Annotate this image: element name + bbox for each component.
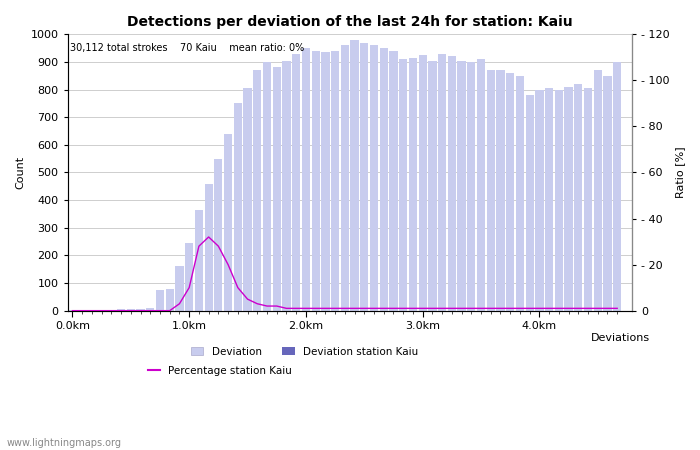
Bar xyxy=(506,73,514,310)
Bar xyxy=(554,90,563,310)
Bar xyxy=(224,134,232,310)
Bar xyxy=(146,308,155,310)
Bar xyxy=(117,309,125,310)
Bar xyxy=(564,87,573,310)
Bar xyxy=(282,61,290,310)
Bar xyxy=(603,76,612,310)
Y-axis label: Count: Count xyxy=(15,156,25,189)
Bar xyxy=(438,54,446,310)
Bar xyxy=(399,59,407,310)
Bar xyxy=(302,48,310,310)
Bar xyxy=(195,210,203,310)
Bar xyxy=(536,90,543,310)
Bar xyxy=(613,62,622,310)
Bar xyxy=(234,104,242,310)
Title: Detections per deviation of the last 24h for station: Kaiu: Detections per deviation of the last 24h… xyxy=(127,15,573,29)
Bar xyxy=(448,56,456,310)
Bar xyxy=(175,266,183,310)
Bar xyxy=(486,70,495,310)
Bar xyxy=(379,48,388,310)
Bar xyxy=(312,51,320,310)
Bar xyxy=(136,309,145,310)
Bar xyxy=(292,54,300,310)
Bar xyxy=(370,45,378,310)
Bar xyxy=(166,288,174,310)
Bar xyxy=(409,58,417,310)
Bar xyxy=(321,52,330,310)
Bar xyxy=(331,51,340,310)
Bar xyxy=(467,62,475,310)
Bar xyxy=(477,59,485,310)
Bar xyxy=(272,68,281,310)
Bar xyxy=(419,55,427,310)
Legend: Percentage station Kaiu: Percentage station Kaiu xyxy=(144,362,296,380)
Bar xyxy=(244,88,252,310)
Bar xyxy=(574,84,582,310)
Bar xyxy=(584,88,592,310)
Y-axis label: Ratio [%]: Ratio [%] xyxy=(675,147,685,198)
Bar xyxy=(526,95,534,310)
Bar xyxy=(545,88,553,310)
Bar xyxy=(360,43,368,310)
Bar xyxy=(253,70,261,310)
Bar xyxy=(594,70,602,310)
Bar xyxy=(496,70,505,310)
Bar xyxy=(351,40,358,310)
Bar xyxy=(185,243,193,310)
Bar xyxy=(156,290,164,310)
Bar xyxy=(214,159,223,310)
Bar xyxy=(516,76,524,310)
X-axis label: Deviations: Deviations xyxy=(591,333,650,343)
Bar xyxy=(341,45,349,310)
Text: 30,112 total strokes    70 Kaiu    mean ratio: 0%: 30,112 total strokes 70 Kaiu mean ratio:… xyxy=(71,43,304,53)
Bar xyxy=(428,61,437,310)
Bar xyxy=(127,309,135,310)
Bar xyxy=(263,62,271,310)
Bar xyxy=(389,51,398,310)
Bar xyxy=(204,184,213,310)
Bar xyxy=(457,61,466,310)
Text: www.lightningmaps.org: www.lightningmaps.org xyxy=(7,438,122,448)
